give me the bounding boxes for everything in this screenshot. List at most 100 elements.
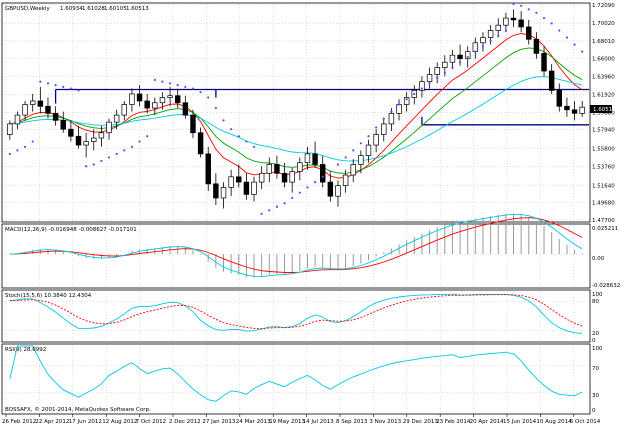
sar-dot: [153, 78, 156, 81]
time-label: 14 Jul 2013: [303, 419, 335, 425]
candle-body: [403, 97, 410, 105]
time-label: 17 Jun 2012: [69, 419, 102, 425]
main-ohlc-low: 1.60105: [104, 6, 127, 12]
candle-body: [487, 30, 494, 38]
sar-dot: [191, 87, 195, 90]
sar-dot: [298, 191, 301, 194]
candle-body: [14, 114, 21, 125]
sar-dot: [260, 212, 263, 215]
sar-dot: [245, 140, 248, 143]
candle-body: [228, 176, 234, 188]
sar-dot: [436, 76, 439, 80]
ema-green-line: [9, 47, 583, 174]
candle-body: [541, 53, 547, 72]
sar-dot: [161, 80, 164, 83]
sar-dot: [252, 145, 256, 148]
candle-body: [243, 181, 250, 195]
sar-dot: [390, 110, 393, 113]
candle-body: [83, 141, 89, 146]
price-label: 1.66000: [592, 57, 615, 63]
macd-label-bottom: -0.028632: [592, 283, 620, 289]
sar-dot: [39, 80, 42, 83]
candle-body: [297, 162, 303, 172]
candle-body: [449, 54, 456, 63]
copyright: BOSSAFX, © 2001-2014, MetaQuotes Softwar…: [5, 406, 151, 413]
sar-dot: [535, 11, 538, 14]
sar-dot: [92, 163, 95, 166]
candle-body: [29, 100, 36, 105]
candle-body: [144, 100, 150, 109]
sar-dot: [573, 43, 576, 46]
sar-dot: [77, 89, 80, 92]
sar-dot: [504, 29, 507, 32]
sar-dot: [367, 135, 370, 138]
macd-panel: MACD(12,26,9) -0.016948 -0.008627 -0.017…: [1, 213, 620, 289]
candle-body: [503, 17, 509, 26]
ema-red-line: [9, 33, 583, 179]
time-label: 29 Dec 2013: [403, 419, 439, 425]
price-label: 1.53760: [592, 165, 615, 171]
stochastic-panel: Stoch(15,5,6) 10.3840 12.4304 100 80 20 …: [1, 289, 603, 344]
ema-cyan-line: [9, 76, 583, 162]
sar-dot: [31, 140, 34, 143]
candle-body: [68, 128, 74, 137]
candle-body: [510, 17, 517, 21]
main-ohlc-open: 1.60934: [60, 6, 83, 12]
candle-body: [190, 114, 196, 134]
candle-body: [373, 134, 379, 146]
price-label: 1.49680: [592, 201, 615, 207]
price-label: 1.68010: [592, 39, 615, 45]
candle-body: [548, 70, 555, 91]
time-label: 23 Feb 2014: [436, 419, 471, 425]
rsi-label-30: 30: [592, 393, 599, 399]
candle-body: [365, 144, 372, 156]
sar-dot: [489, 39, 492, 43]
candle-body: [197, 132, 204, 155]
time-label: 27 Jan 2013: [202, 419, 235, 425]
sar-dot: [565, 36, 569, 39]
candle-body: [358, 155, 364, 165]
candle-body: [7, 123, 13, 135]
price-label: 1.59880: [592, 111, 615, 117]
candle-body: [266, 164, 273, 174]
time-label: 20 Apr 2014: [470, 419, 505, 425]
time-label: 3 Nov 2013: [369, 419, 401, 425]
price-label: 1.47700: [592, 218, 615, 224]
sar-dot: [214, 106, 217, 110]
candle-body: [335, 185, 341, 197]
candle-body: [464, 51, 471, 60]
candle-body: [45, 105, 51, 114]
candle-body: [52, 112, 59, 121]
stoch-label-20: 20: [592, 331, 599, 337]
time-label: 19 May 2013: [269, 419, 305, 425]
time-axis: 26 Feb 2012 22 Apr 2012 17 Jun 2012 12 Aug …: [2, 414, 601, 425]
sar-dot: [69, 87, 72, 90]
sar-dot: [16, 149, 19, 152]
sar-dot: [382, 117, 385, 120]
sar-dot: [550, 22, 553, 25]
price-label: 1.51640: [592, 183, 615, 189]
candle-body: [457, 54, 463, 60]
sar-dot: [352, 149, 355, 152]
candle-body: [274, 164, 280, 174]
sar-dot: [558, 29, 561, 32]
sar-dot: [184, 85, 187, 88]
candle-body: [159, 97, 166, 104]
sar-dot: [405, 98, 408, 101]
stoch-label-0: 0: [592, 338, 596, 344]
candle-body: [281, 172, 288, 183]
price-label: 1.61920: [592, 93, 615, 99]
sar-dot: [321, 175, 324, 178]
stoch-title: Stoch(15,5,6) 10.3840 12.4304: [5, 293, 92, 299]
time-label: 15 Jun 2014: [503, 419, 537, 425]
sar-dot: [313, 180, 317, 184]
sar-dot: [230, 128, 233, 131]
sar-dot: [222, 119, 225, 122]
candle-body: [75, 135, 82, 146]
sar-dot: [344, 156, 347, 159]
sar-dot: [283, 202, 286, 205]
sar-dot: [306, 186, 309, 189]
candle-body: [342, 174, 349, 186]
candle-body: [136, 93, 143, 102]
main-ohlc-close: 1.60513: [126, 6, 149, 12]
